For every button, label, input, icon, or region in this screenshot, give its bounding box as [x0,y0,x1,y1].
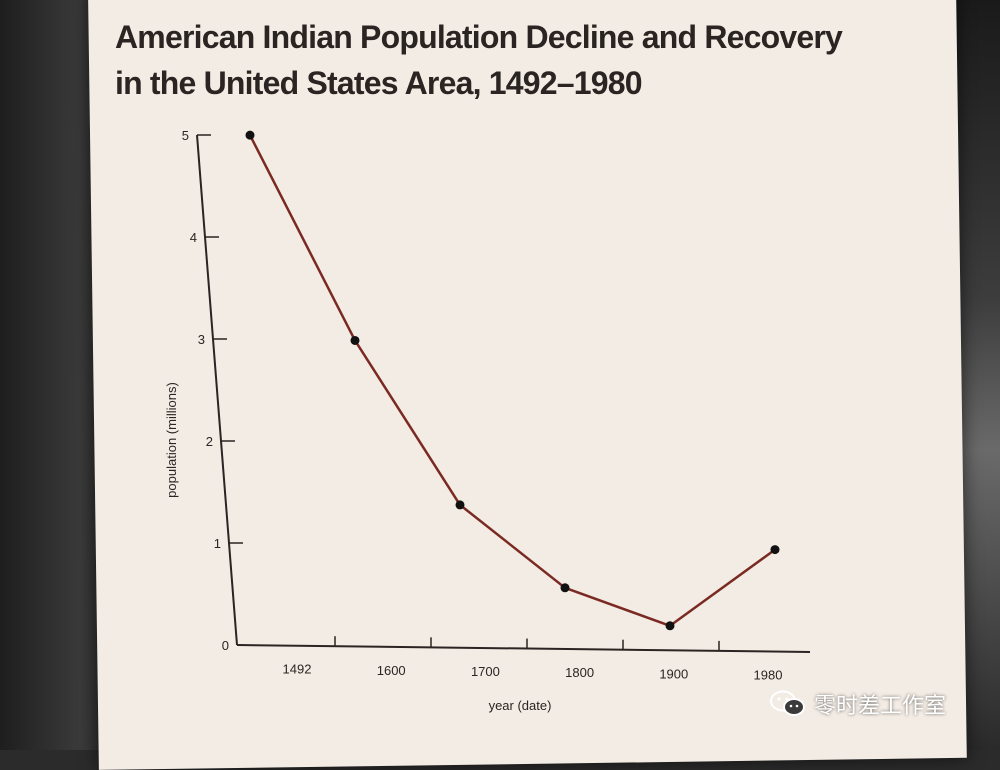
x-tick-label: 1900 [659,666,688,681]
x-tick-label: 1800 [565,665,594,680]
data-point [245,130,255,140]
y-tick-label: 3 [198,332,205,347]
data-point [350,335,360,345]
chart-axes [196,134,811,653]
line-chart: 0 1 2 3 4 5 1492 1600 1700 1800 1900 1980 populatio… [164,128,811,713]
y-tick-label: 1 [214,536,221,551]
chart-title: American Indian Population Decline and R… [115,14,895,106]
wechat-icon [770,690,805,716]
x-axis-line [236,644,811,653]
watermark: 零时差工作室 [770,688,946,720]
chart-series [245,130,780,631]
x-tick-label: 1980 [754,667,783,682]
data-point [560,583,570,593]
chart-title-line1: American Indian Population Decline and R… [115,19,843,55]
data-point [665,621,675,631]
x-axis-label: year (date) [489,698,552,713]
x-tick-label: 1600 [377,663,406,678]
data-point [770,545,780,555]
watermark-text: 零时差工作室 [814,694,947,719]
chart-title-line2: in the United States Area, 1492–1980 [115,65,643,101]
data-point [455,500,465,510]
y-tick-label: 2 [206,434,213,449]
y-axis-line [196,134,238,646]
y-tick-label: 0 [222,638,229,653]
x-tick-label: 1700 [471,664,500,679]
y-tick-label: 5 [182,128,189,143]
x-tick-label: 1492 [283,662,312,677]
chart-ticks: 0 1 2 3 4 5 1492 1600 1700 1800 1900 1980 [182,128,783,682]
series-line [248,134,776,628]
y-tick-label: 4 [190,230,197,245]
y-axis-label: population (millions) [164,382,179,498]
